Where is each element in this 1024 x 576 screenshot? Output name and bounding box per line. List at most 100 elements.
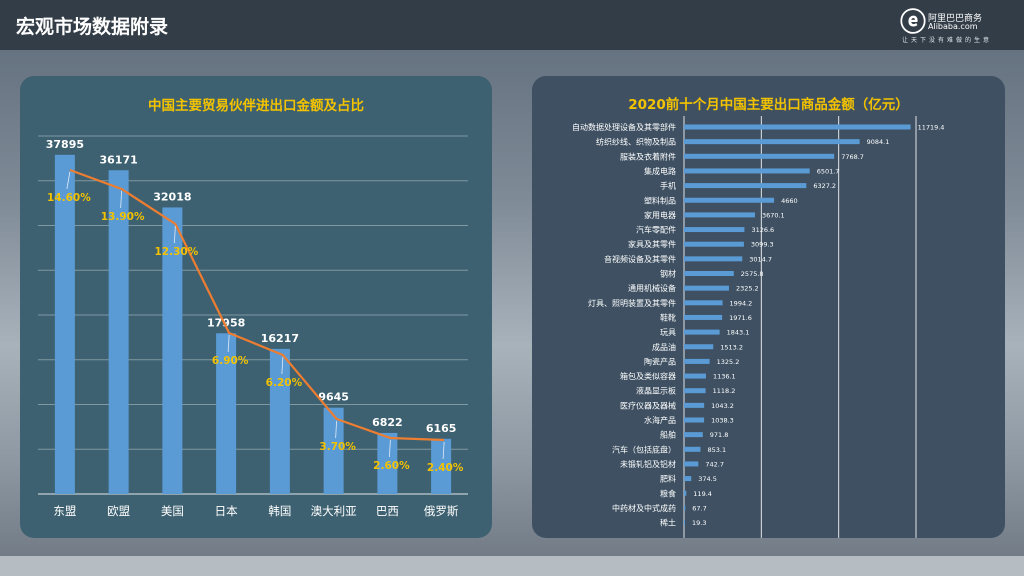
bar-value-label: 1038.3 xyxy=(711,417,734,425)
bar-value-label: 6822 xyxy=(372,416,403,429)
category-label: 塑料制品 xyxy=(644,195,676,205)
bar-value-label: 7768.7 xyxy=(841,153,864,161)
category-label: 稀土 xyxy=(660,518,676,528)
category-label: 集成电路 xyxy=(644,166,676,176)
category-label: 澳大利亚 xyxy=(311,504,357,518)
bar-value-label: 6165 xyxy=(426,422,457,435)
bar xyxy=(684,300,723,306)
category-label: 水海产品 xyxy=(644,415,676,425)
category-label: 巴西 xyxy=(376,504,399,518)
bar xyxy=(684,241,744,247)
bar xyxy=(684,285,729,291)
bar xyxy=(431,438,452,494)
bar xyxy=(684,197,775,203)
bar-value-label: 2325.2 xyxy=(736,285,759,293)
bar-value-label: 971.8 xyxy=(710,431,729,439)
bar xyxy=(684,505,686,511)
share-pct-label: 12.30% xyxy=(155,246,199,258)
category-label: 鞋靴 xyxy=(660,312,676,322)
bar-value-label: 6501.7 xyxy=(817,167,840,175)
leader-line xyxy=(281,356,284,375)
category-label: 汽车零配件 xyxy=(636,225,676,235)
category-label: 纺织纱线、织物及制品 xyxy=(596,137,676,147)
category-label: 船舶 xyxy=(660,430,676,440)
bar-value-label: 1043.2 xyxy=(711,402,734,410)
bar xyxy=(684,271,734,276)
bar xyxy=(684,476,692,482)
leader-line xyxy=(173,225,176,244)
category-label: 家具及其零件 xyxy=(628,239,676,249)
bar-value-label: 9645 xyxy=(318,391,349,404)
logo-en-text: Alibaba.com xyxy=(928,22,978,31)
bar-value-label: 32018 xyxy=(153,190,191,203)
bar-value-label: 16217 xyxy=(261,332,299,345)
category-label: 粮食 xyxy=(660,488,676,498)
category-label: 俄罗斯 xyxy=(424,504,459,518)
leader-line xyxy=(335,420,338,439)
logo-cn-text: 阿里巴巴商务 xyxy=(928,14,983,24)
bar xyxy=(684,402,705,408)
leader-line xyxy=(388,439,391,458)
bar xyxy=(323,407,344,494)
category-label: 美国 xyxy=(161,504,184,518)
leader-line xyxy=(442,441,445,460)
share-pct-label: 13.90% xyxy=(101,211,145,223)
bottom-strip xyxy=(0,556,1024,576)
alibaba-logo: ⓔ 阿里巴巴商务 Alibaba.com 让天下没有难做的生意 xyxy=(900,6,1010,44)
bar-value-label: 3014.7 xyxy=(749,255,772,263)
category-label: 钢材 xyxy=(660,269,676,279)
bar xyxy=(377,432,398,494)
bar xyxy=(684,490,687,496)
bar xyxy=(684,373,706,379)
bar xyxy=(684,388,706,394)
bar xyxy=(684,446,701,452)
bar xyxy=(684,124,911,130)
bar-value-label: 1325.2 xyxy=(717,358,740,366)
bar xyxy=(684,153,835,159)
share-pct-label: 2.40% xyxy=(427,462,464,474)
bar-value-label: 3670.1 xyxy=(762,211,785,219)
bar xyxy=(684,344,714,350)
bar xyxy=(684,417,705,423)
bar xyxy=(684,520,685,526)
category-label: 玩具 xyxy=(660,328,676,337)
bar xyxy=(684,212,755,218)
category-label: 日本 xyxy=(215,504,238,518)
share-pct-label: 6.90% xyxy=(212,355,249,367)
category-label: 自动数据处理设备及其零部件 xyxy=(572,122,676,132)
category-label: 音视频设备及其零件 xyxy=(604,254,676,264)
trade-partners-chart-title: 中国主要贸易伙伴进出口金额及占比 xyxy=(148,98,364,114)
trade-partners-chart: 37895 东盟 36171 欧盟 32018 美国 17958 日本 16217 韩国 9645 澳… xyxy=(38,135,468,518)
bar-value-label: 374.5 xyxy=(698,475,717,483)
bar-value-label: 3126.6 xyxy=(751,226,774,234)
bar xyxy=(684,432,703,438)
share-pct-label: 2.60% xyxy=(373,460,410,472)
logo-tagline: 让天下没有难做的生意 xyxy=(902,37,993,44)
share-line xyxy=(69,168,445,442)
bar xyxy=(269,348,290,494)
bar-value-label: 9084.1 xyxy=(867,138,890,146)
category-label: 灯具、照明装置及其零件 xyxy=(588,298,676,308)
bar-value-label: 17958 xyxy=(207,316,245,329)
export-goods-panel: 2020前十个月中国主要出口商品金额（亿元） 自动数据处理设备及其零部件 1171… xyxy=(532,76,1005,538)
leader-line xyxy=(227,334,230,353)
bar xyxy=(684,168,810,174)
category-label: 陶瓷产品 xyxy=(644,356,676,366)
page-title: 宏观市场数据附录 xyxy=(16,16,169,38)
category-label: 未锻轧铝及铝材 xyxy=(620,459,676,469)
bar xyxy=(684,139,860,145)
bar-value-label: 19.3 xyxy=(692,519,706,527)
bar xyxy=(54,154,75,494)
bar xyxy=(684,314,723,320)
bar xyxy=(684,183,807,189)
share-pct-label: 14.60% xyxy=(47,192,91,204)
export-goods-chart-title: 2020前十个月中国主要出口商品金额（亿元） xyxy=(628,97,909,113)
bar-value-label: 853.1 xyxy=(707,446,726,454)
category-label: 箱包及类似容器 xyxy=(620,371,676,381)
bar-value-label: 1118.2 xyxy=(713,387,736,395)
bar xyxy=(684,329,720,335)
export-goods-chart: 自动数据处理设备及其零部件 11719.4 纺织纱线、织物及制品 9084.1 服装及衣… xyxy=(572,116,944,538)
category-label: 家用电器 xyxy=(644,210,676,220)
category-label: 汽车（包括底盘） xyxy=(612,444,676,454)
bar xyxy=(216,333,237,494)
